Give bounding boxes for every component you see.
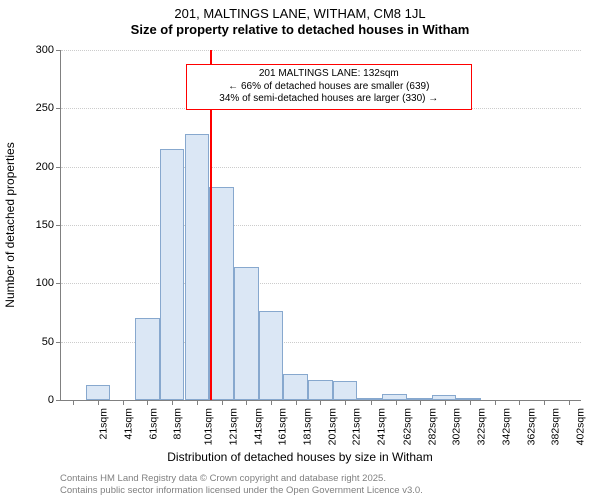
histogram-bar	[185, 134, 210, 400]
y-tick-label: 0	[14, 394, 54, 406]
y-tick-mark	[56, 283, 61, 284]
plot-area: 201 MALTINGS LANE: 132sqm← 66% of detach…	[60, 50, 581, 401]
x-tick-mark	[246, 400, 247, 405]
histogram-bar	[432, 395, 457, 400]
y-tick-label: 50	[14, 336, 54, 348]
x-axis-label: Distribution of detached houses by size …	[0, 450, 600, 464]
x-tick-mark	[544, 400, 545, 405]
x-tick-mark	[320, 400, 321, 405]
histogram-bar	[283, 374, 308, 400]
x-tick-label: 61sqm	[147, 408, 159, 440]
histogram-bar	[160, 149, 185, 400]
histogram-bar	[333, 381, 358, 400]
x-tick-label: 201sqm	[326, 408, 338, 445]
x-tick-label: 362sqm	[525, 408, 537, 445]
x-tick-label: 21sqm	[98, 408, 110, 440]
y-tick-mark	[56, 50, 61, 51]
histogram-bar	[382, 394, 407, 400]
chart-supertitle: 201, MALTINGS LANE, WITHAM, CM8 1JL	[0, 6, 600, 21]
x-tick-mark	[222, 400, 223, 405]
gridline	[61, 50, 581, 51]
y-tick-label: 100	[14, 277, 54, 289]
x-tick-mark	[396, 400, 397, 405]
gridline	[61, 283, 581, 284]
x-tick-label: 121sqm	[227, 408, 239, 445]
chart-title: Size of property relative to detached ho…	[0, 22, 600, 37]
histogram-bar	[259, 311, 284, 400]
attribution-footer: Contains HM Land Registry data © Crown c…	[60, 473, 590, 496]
x-tick-label: 282sqm	[426, 408, 438, 445]
property-annotation: 201 MALTINGS LANE: 132sqm← 66% of detach…	[186, 64, 472, 110]
y-tick-label: 300	[14, 44, 54, 56]
annotation-line: 34% of semi-detached houses are larger (…	[193, 93, 465, 106]
x-tick-label: 262sqm	[401, 408, 413, 445]
x-tick-label: 241sqm	[375, 408, 387, 445]
histogram-bar	[209, 187, 234, 401]
histogram-bar	[86, 385, 111, 400]
chart-root: 201, MALTINGS LANE, WITHAM, CM8 1JL Size…	[0, 0, 600, 500]
gridline	[61, 225, 581, 226]
y-tick-mark	[56, 225, 61, 226]
x-tick-mark	[147, 400, 148, 405]
y-tick-mark	[56, 342, 61, 343]
x-tick-mark	[519, 400, 520, 405]
y-tick-label: 250	[14, 102, 54, 114]
x-tick-label: 181sqm	[301, 408, 313, 445]
x-tick-mark	[371, 400, 372, 405]
x-tick-label: 382sqm	[550, 408, 562, 445]
x-tick-mark	[98, 400, 99, 405]
y-tick-mark	[56, 108, 61, 109]
x-tick-label: 41sqm	[123, 408, 135, 440]
x-tick-label: 81sqm	[172, 408, 184, 440]
x-tick-mark	[445, 400, 446, 405]
histogram-bar	[308, 380, 333, 400]
footer-line: Contains HM Land Registry data © Crown c…	[60, 473, 590, 484]
annotation-line: ← 66% of detached houses are smaller (63…	[193, 81, 465, 94]
x-tick-label: 221sqm	[351, 408, 363, 445]
x-tick-label: 161sqm	[277, 408, 289, 445]
x-tick-mark	[271, 400, 272, 405]
x-tick-mark	[197, 400, 198, 405]
x-tick-label: 302sqm	[451, 408, 463, 445]
x-tick-mark	[73, 400, 74, 405]
histogram-bar	[135, 318, 160, 400]
y-tick-mark	[56, 167, 61, 168]
y-tick-label: 200	[14, 161, 54, 173]
x-tick-mark	[569, 400, 570, 405]
x-tick-label: 141sqm	[252, 408, 264, 445]
x-tick-mark	[345, 400, 346, 405]
x-tick-label: 101sqm	[203, 408, 215, 445]
histogram-bar	[357, 398, 382, 400]
histogram-bar	[407, 398, 432, 400]
x-tick-mark	[420, 400, 421, 405]
x-tick-mark	[172, 400, 173, 405]
histogram-bar	[456, 398, 481, 400]
y-tick-mark	[56, 400, 61, 401]
x-tick-label: 402sqm	[574, 408, 586, 445]
x-tick-label: 342sqm	[500, 408, 512, 445]
x-tick-mark	[296, 400, 297, 405]
footer-line: Contains public sector information licen…	[60, 485, 590, 496]
annotation-line: 201 MALTINGS LANE: 132sqm	[193, 68, 465, 81]
y-tick-label: 150	[14, 219, 54, 231]
x-tick-mark	[123, 400, 124, 405]
histogram-bar	[234, 267, 259, 400]
x-tick-mark	[495, 400, 496, 405]
x-tick-mark	[470, 400, 471, 405]
x-tick-label: 322sqm	[475, 408, 487, 445]
gridline	[61, 167, 581, 168]
